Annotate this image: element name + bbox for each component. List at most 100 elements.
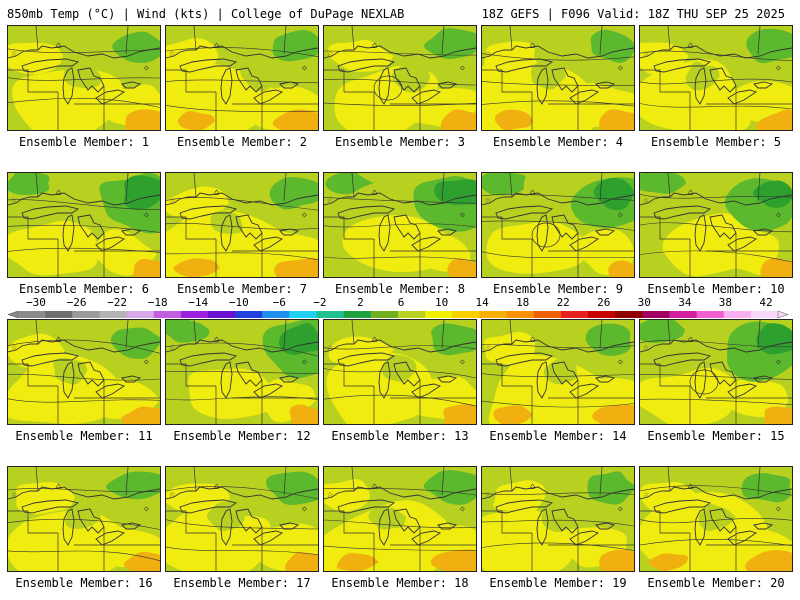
capital-star-icon: ☆	[169, 342, 175, 353]
temperature-map: ☆ ◇ ⌂	[166, 26, 318, 130]
temperature-shading	[648, 553, 689, 571]
member-caption: Ensemble Member: 9	[492, 282, 624, 296]
coastline	[482, 339, 634, 353]
great-lake-outline	[253, 236, 284, 252]
temperature-shading	[760, 257, 792, 277]
temperature-shading	[336, 553, 379, 571]
height-contour	[8, 97, 160, 108]
height-contour	[8, 488, 160, 493]
great-lake-outline	[411, 530, 442, 546]
temperature-shading	[745, 550, 792, 571]
capital-star-icon: ☆	[11, 195, 17, 206]
height-contour	[8, 224, 160, 233]
state-border	[599, 467, 603, 496]
colorbar-swatch	[180, 311, 209, 318]
state-border	[599, 26, 603, 55]
great-lake-outline	[709, 67, 737, 93]
temperature-map: ☆ ◇ ⌂	[640, 26, 792, 130]
height-contour	[166, 396, 318, 401]
great-lake-outline	[235, 67, 263, 93]
state-border	[640, 363, 690, 387]
height-contour	[166, 342, 318, 357]
great-lake-outline	[77, 508, 105, 534]
height-contour	[482, 100, 634, 107]
capital-star-icon: ☆	[643, 342, 649, 353]
capital-star-icon: ☆	[169, 195, 175, 206]
temperature-map: ☆ ◇ ⌂	[324, 173, 476, 277]
station-diamond-icon: ◇	[776, 504, 781, 513]
capital-star-icon: ☆	[643, 489, 649, 500]
station-diamond-icon: ◇	[302, 357, 307, 366]
station-marker-icon: ⌂	[688, 41, 693, 51]
state-border	[324, 216, 374, 240]
state-border	[640, 216, 690, 240]
temperature-map: ☆ ◇ ⌂	[640, 320, 792, 424]
capital-star-icon: ☆	[485, 48, 491, 59]
state-border	[35, 26, 39, 51]
temperature-map: ☆ ◇ ⌂	[166, 173, 318, 277]
state-border	[125, 173, 129, 202]
state-border	[757, 26, 761, 55]
height-contour	[640, 485, 792, 496]
temperature-shading	[640, 42, 689, 75]
temperature-shading	[63, 62, 102, 89]
height-contour	[482, 194, 634, 201]
great-lake-outline	[393, 67, 421, 93]
temperature-shading	[685, 61, 720, 91]
height-contour	[8, 77, 160, 81]
great-lake-outline	[536, 67, 549, 105]
colorbar-swatch	[316, 311, 345, 318]
station-marker-icon: ⌂	[372, 188, 377, 198]
great-lake-outline	[569, 89, 600, 105]
colorbar-swatch	[750, 311, 779, 318]
great-lake-outline	[378, 67, 391, 105]
colorbar-tick-label: −22	[107, 296, 128, 309]
coastline	[324, 339, 476, 353]
temperature-map: ☆ ◇ ⌂	[8, 173, 160, 277]
great-lake-outline	[279, 375, 300, 383]
great-lake-outline	[727, 236, 758, 252]
member-caption: Ensemble Member: 17	[173, 576, 311, 590]
state-border	[193, 173, 197, 198]
temperature-map: ☆ ◇ ⌂	[640, 467, 792, 571]
state-border	[8, 510, 58, 534]
colorbar-tick-label: −26	[66, 296, 87, 309]
state-border	[8, 69, 58, 93]
state-border	[441, 173, 445, 202]
colorbar-tick-label: −18	[147, 296, 168, 309]
station-marker-icon: ⌂	[56, 482, 61, 492]
state-border	[35, 467, 39, 492]
temperature-shading	[541, 503, 575, 532]
state-border	[482, 510, 532, 534]
coastline	[166, 486, 318, 500]
height-contour	[166, 79, 318, 84]
state-border	[351, 467, 355, 492]
height-contour	[640, 78, 792, 85]
height-contour	[8, 199, 160, 210]
state-border	[351, 320, 355, 345]
great-lake-outline	[337, 352, 396, 367]
ensemble-member-map: ☆ ◇ ⌂	[165, 319, 319, 425]
height-contour	[482, 373, 634, 377]
state-border	[283, 26, 287, 55]
temperature-map: ☆ ◇ ⌂	[482, 173, 634, 277]
height-contour	[640, 518, 792, 524]
great-lake-outline	[235, 361, 263, 387]
capital-star-icon: ☆	[11, 342, 17, 353]
great-lake-outline	[393, 361, 421, 387]
great-lake-outline	[378, 361, 391, 399]
coastline	[166, 45, 318, 59]
colorbar-tick-label: 14	[475, 296, 489, 309]
state-border	[351, 173, 355, 198]
temperature-shading	[752, 180, 792, 208]
ensemble-member-map: ☆ ◇ ⌂	[639, 172, 793, 278]
temperature-shading	[206, 500, 246, 532]
temperature-map: ☆ ◇ ⌂	[324, 467, 476, 571]
member-caption: Ensemble Member: 12	[173, 429, 311, 443]
great-lake-outline	[653, 499, 712, 514]
ensemble-member-map: ☆ ◇ ⌂	[323, 172, 477, 278]
colorbar-swatch	[343, 311, 372, 318]
temperature-shading	[640, 367, 737, 424]
temperature-shading	[382, 354, 417, 382]
colorbar-swatch	[289, 311, 318, 318]
